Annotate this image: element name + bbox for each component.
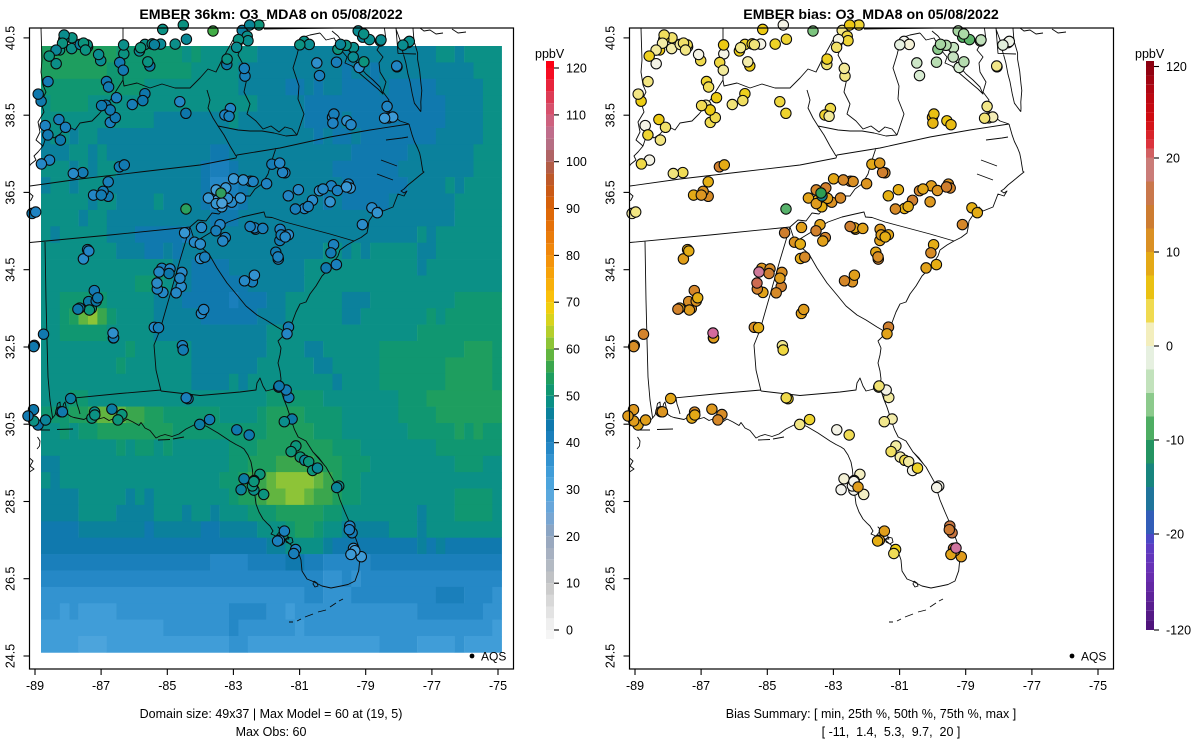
svg-text:-89: -89 [626,679,644,693]
svg-text:-20: -20 [1166,528,1184,542]
svg-text:20: 20 [1166,152,1180,166]
svg-text:100: 100 [566,155,587,169]
svg-text:-75: -75 [489,679,507,693]
svg-text:24.5: 24.5 [604,644,618,668]
svg-text:0: 0 [1166,340,1173,354]
svg-text:ppbV: ppbV [1135,47,1165,61]
svg-text:EMBER bias: O3_MDA8 on 05/08/2: EMBER bias: O3_MDA8 on 05/08/2022 [743,7,999,23]
svg-text:AQS: AQS [481,650,506,664]
svg-text:-120: -120 [1166,624,1191,638]
svg-text:70: 70 [566,296,580,310]
svg-text:-85: -85 [158,679,176,693]
svg-text:-10: -10 [1166,434,1184,448]
svg-text:AQS: AQS [1081,650,1106,664]
svg-text:30.5: 30.5 [4,412,18,436]
svg-text:Bias Summary: [ min, 25th %, 5: Bias Summary: [ min, 25th %, 50th %, 75t… [726,707,1016,721]
svg-text:30.5: 30.5 [604,412,618,436]
svg-text:80: 80 [566,249,580,263]
svg-text:50: 50 [566,389,580,403]
svg-text:32.5: 32.5 [4,335,18,359]
svg-text:40.5: 40.5 [604,26,618,50]
svg-text:28.5: 28.5 [4,489,18,513]
svg-text:90: 90 [566,202,580,216]
svg-text:[ -11, 1.4, 5.3, 9.7, 20 ]: [ -11, 1.4, 5.3, 9.7, 20 ] [822,725,961,739]
svg-text:EMBER 36km: O3_MDA8 on 05/08/2: EMBER 36km: O3_MDA8 on 05/08/2022 [139,7,402,23]
svg-text:60: 60 [566,343,580,357]
svg-text:Max Obs: 60: Max Obs: 60 [236,725,307,739]
svg-text:38.5: 38.5 [4,103,18,127]
svg-text:40: 40 [566,436,580,450]
svg-text:-77: -77 [423,679,441,693]
svg-text:120: 120 [566,62,587,76]
svg-text:-77: -77 [1023,679,1041,693]
svg-text:-89: -89 [26,679,44,693]
svg-text:34.5: 34.5 [604,257,618,281]
svg-text:120: 120 [1166,60,1187,74]
svg-text:-75: -75 [1089,679,1107,693]
svg-text:36.5: 36.5 [604,180,618,204]
svg-text:-79: -79 [357,679,375,693]
svg-text:34.5: 34.5 [4,257,18,281]
svg-text:30: 30 [566,483,580,497]
svg-text:-87: -87 [92,679,110,693]
svg-text:26.5: 26.5 [604,566,618,590]
svg-text:-87: -87 [692,679,710,693]
svg-text:10: 10 [1166,246,1180,260]
svg-text:20: 20 [566,530,580,544]
svg-text:24.5: 24.5 [4,644,18,668]
svg-text:28.5: 28.5 [604,489,618,513]
svg-text:-81: -81 [891,679,909,693]
svg-text:-79: -79 [957,679,975,693]
svg-text:Domain size: 49x37 | Max Model: Domain size: 49x37 | Max Model = 60 at (… [140,707,403,721]
svg-text:-81: -81 [291,679,309,693]
svg-text:-83: -83 [824,679,842,693]
svg-text:10: 10 [566,577,580,591]
svg-text:ppbV: ppbV [535,47,565,61]
svg-text:110: 110 [566,108,586,122]
svg-text:-83: -83 [224,679,242,693]
svg-text:26.5: 26.5 [4,566,18,590]
svg-text:40.5: 40.5 [4,26,18,50]
svg-text:32.5: 32.5 [604,335,618,359]
svg-text:36.5: 36.5 [4,180,18,204]
svg-text:38.5: 38.5 [604,103,618,127]
svg-text:-85: -85 [758,679,776,693]
svg-text:0: 0 [566,624,573,638]
